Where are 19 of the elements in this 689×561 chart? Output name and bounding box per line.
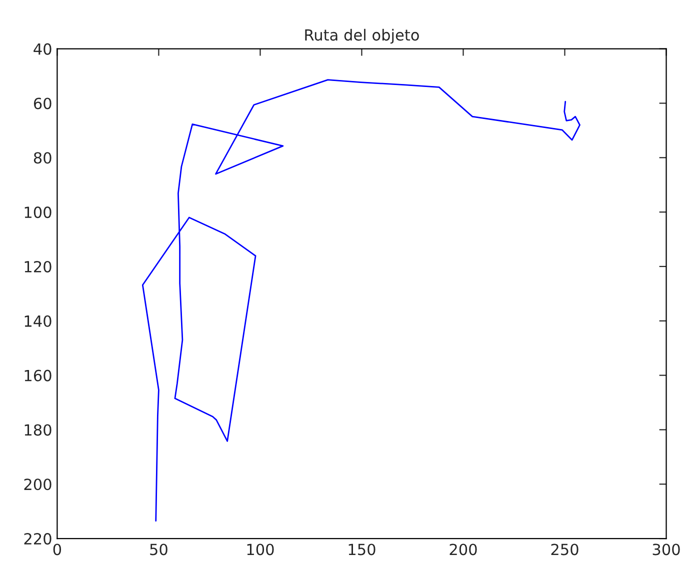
y-tick-label: 180 (24, 424, 52, 436)
y-tick-label: 40 (34, 43, 52, 55)
x-tick-label: 150 (348, 544, 376, 556)
y-tick-label: 80 (34, 152, 52, 164)
y-tick-label: 120 (24, 260, 52, 272)
y-tick-label: 60 (34, 98, 52, 110)
y-tick-label: 220 (24, 533, 52, 545)
x-tick-label: 250 (551, 544, 578, 556)
chart-title: Ruta del objeto (305, 28, 419, 44)
x-tick-label: 100 (247, 544, 274, 556)
y-tick-label: 100 (24, 206, 52, 218)
y-tick-label: 160 (24, 370, 52, 382)
y-tick-label: 140 (24, 315, 52, 327)
x-tick-label: 50 (150, 544, 168, 556)
x-tick-label: 0 (53, 544, 62, 556)
line-series (142, 79, 580, 522)
x-tick-label: 300 (652, 544, 680, 556)
x-tick-label: 200 (450, 544, 477, 556)
y-tick-label: 200 (24, 478, 52, 490)
